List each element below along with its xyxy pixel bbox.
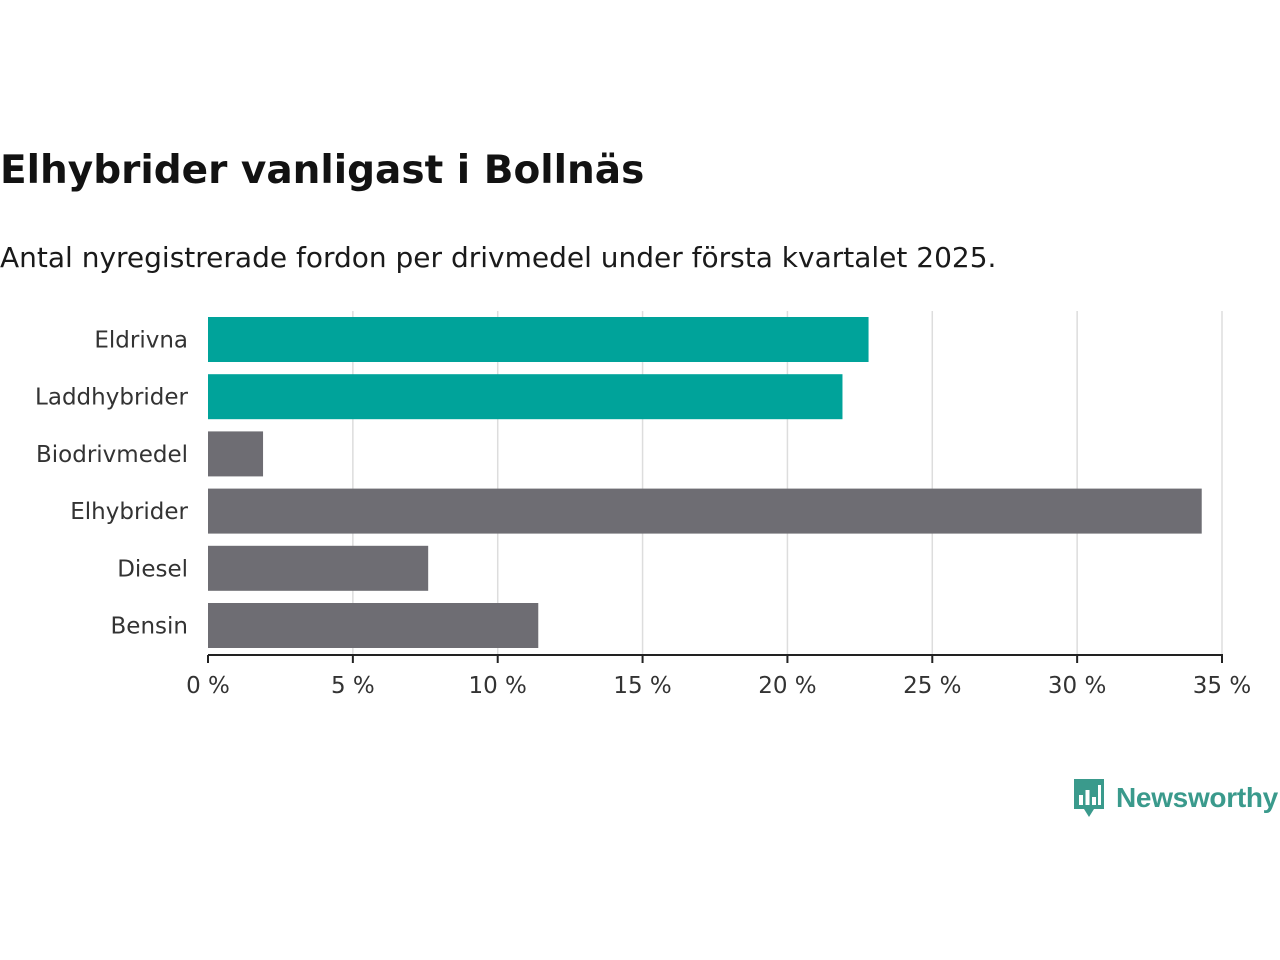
category-labels: Eldrivna Laddhybrider Biodrivmedel Elhybrid… bbox=[35, 328, 188, 640]
bars bbox=[208, 317, 1202, 648]
x-tick-label: 10 % bbox=[468, 673, 526, 699]
bar-eldrivna bbox=[208, 317, 869, 362]
x-tick-label: 30 % bbox=[1048, 673, 1106, 699]
x-tick-label: 25 % bbox=[903, 673, 961, 699]
bar-laddhybrider bbox=[208, 374, 843, 420]
chart-title: Elhybrider vanligast i Bollnäs bbox=[0, 148, 645, 193]
gridlines bbox=[352, 311, 1223, 655]
category-label: Biodrivmedel bbox=[36, 442, 188, 468]
bar-bensin bbox=[208, 603, 539, 648]
bar-diesel bbox=[208, 545, 429, 591]
x-tick-label: 20 % bbox=[758, 673, 816, 699]
brand-name: Newsworthy bbox=[1116, 782, 1278, 813]
brand-logo: Newsworthy bbox=[1072, 776, 1278, 820]
chart-subtitle: Antal nyregistrerade fordon per drivmede… bbox=[0, 241, 997, 274]
x-tick-label: 0 % bbox=[186, 673, 230, 699]
category-label: Bensin bbox=[111, 614, 188, 640]
category-label: Eldrivna bbox=[94, 328, 188, 354]
newsworthy-logo-icon bbox=[1074, 779, 1104, 817]
x-tick-label: 35 % bbox=[1193, 673, 1251, 699]
bar-elhybrider bbox=[208, 488, 1202, 534]
category-label: Diesel bbox=[117, 556, 188, 582]
x-axis: 0 % 5 % 10 % 15 % 20 % 25 % 30 % 35 % bbox=[186, 654, 1251, 699]
x-tick-label: 15 % bbox=[613, 673, 671, 699]
bar-biodrivmedel bbox=[208, 431, 264, 477]
category-label: Laddhybrider bbox=[35, 385, 188, 411]
x-tick-label: 5 % bbox=[331, 673, 375, 699]
category-label: Elhybrider bbox=[70, 499, 188, 525]
